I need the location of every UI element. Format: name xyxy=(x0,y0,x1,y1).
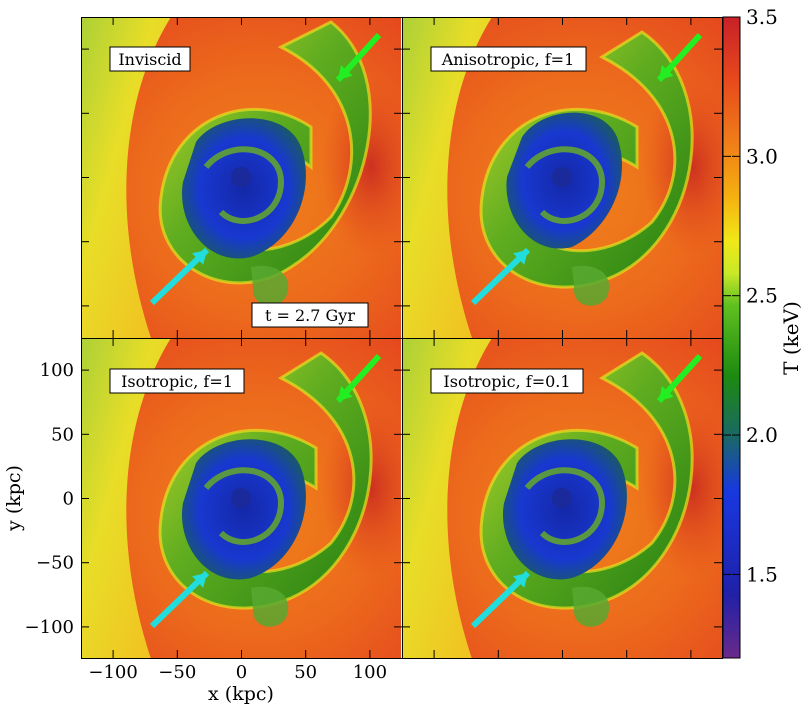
colorbar-tick-label: 1.5 xyxy=(746,562,778,586)
arrows xyxy=(149,32,703,629)
y-tick-label: −50 xyxy=(36,553,74,574)
y-tick-label: 100 xyxy=(40,360,74,381)
svg-text:Isotropic, f=0.1: Isotropic, f=0.1 xyxy=(443,372,570,391)
svg-text:Anisotropic, f=1: Anisotropic, f=1 xyxy=(441,50,575,69)
panel-label-isotropic-f01: Isotropic, f=0.1 xyxy=(430,368,584,394)
svg-text:Inviscid: Inviscid xyxy=(118,50,181,69)
x-tick-label: 0 xyxy=(236,662,247,683)
green-arrow-1-head xyxy=(338,65,353,80)
cyan-arrow-3-head xyxy=(192,573,207,588)
y-tick-label: 50 xyxy=(51,424,74,445)
colorbar-tick-label: 3.5 xyxy=(746,5,778,29)
cyan-arrow-2-head xyxy=(513,250,528,265)
colorbar-tick-label: 2.5 xyxy=(746,284,778,308)
y-tick-label: −100 xyxy=(25,617,74,638)
svg-text:t = 2.7 Gyr: t = 2.7 Gyr xyxy=(265,306,355,325)
panel-label-inviscid: Inviscid xyxy=(109,46,191,72)
green-arrow-2-head xyxy=(659,65,674,80)
x-tick-label: 50 xyxy=(294,662,317,683)
colorbar xyxy=(722,16,741,659)
x-axis-label: x (kpc) xyxy=(208,683,274,705)
green-arrow-4-head xyxy=(659,386,674,401)
cyan-arrow-4-head xyxy=(513,573,528,588)
svg-text:Isotropic, f=1: Isotropic, f=1 xyxy=(121,372,233,391)
x-tick-label: −100 xyxy=(88,662,137,683)
colorbar-label: T (keV) xyxy=(779,301,803,375)
panel-isotropic-f01 xyxy=(402,338,722,659)
y-axis-label: y (kpc) xyxy=(3,465,25,532)
cyan-arrow-1-head xyxy=(192,250,207,265)
y-tick-label: 0 xyxy=(63,489,74,510)
panel-label-isotropic-f1: Isotropic, f=1 xyxy=(109,368,245,394)
colorbar-tick-label: 3.0 xyxy=(746,144,778,168)
time-label: t = 2.7 Gyr xyxy=(251,302,369,328)
panel-label-anisotropic: Anisotropic, f=1 xyxy=(430,46,587,72)
x-tick-label: −50 xyxy=(158,662,196,683)
green-arrow-3-head xyxy=(338,386,353,401)
x-tick-label: 100 xyxy=(353,662,387,683)
colorbar-tick-label: 2.0 xyxy=(746,423,778,447)
